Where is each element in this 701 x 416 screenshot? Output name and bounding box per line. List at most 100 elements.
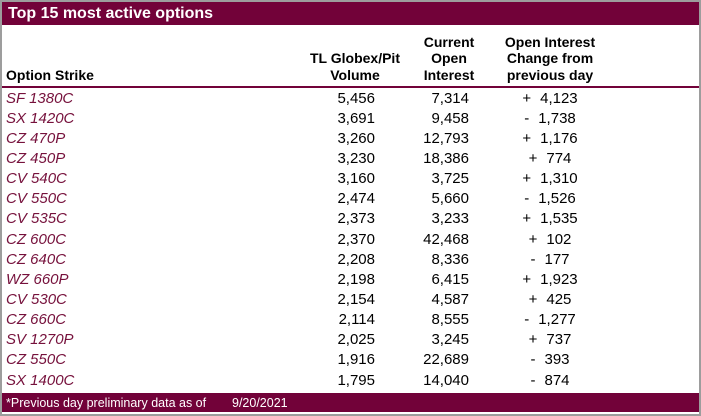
change-value: 1,738	[538, 109, 576, 127]
volume-cell: 3,260	[337, 129, 375, 147]
open-interest-cell: 14,040	[423, 371, 469, 389]
table-row: CZ 470P 3,260 12,793 + 1,176	[2, 128, 699, 148]
column-header-open-interest-line2: Open	[431, 50, 467, 66]
change-sign: -	[530, 371, 536, 389]
volume-cell: 3,691	[337, 109, 375, 127]
footnote-bar: *Previous day preliminary data as of 9/2…	[2, 393, 699, 412]
change-sign: +	[528, 290, 538, 308]
change-cell: + 4,123	[475, 90, 625, 107]
change-cell: - 874	[475, 372, 625, 389]
change-sign: -	[530, 250, 536, 268]
change-value: 102	[546, 230, 572, 248]
volume-cell: 2,198	[337, 270, 375, 288]
change-value: 874	[544, 371, 570, 389]
table-row: CV 540C 3,160 3,725 + 1,310	[2, 169, 699, 189]
change-sign: -	[524, 109, 530, 127]
open-interest-cell: 18,386	[423, 149, 469, 167]
open-interest-cell: 8,555	[431, 311, 469, 329]
open-interest-cell: 3,245	[431, 331, 469, 349]
change-cell: - 393	[475, 351, 625, 368]
column-header-volume: TL Globex/Pit Volume	[280, 50, 430, 83]
change-cell: - 1,277	[475, 311, 625, 328]
change-sign: +	[522, 170, 532, 188]
change-value: 737	[546, 331, 572, 349]
change-sign: +	[528, 230, 538, 248]
strike-cell: CZ 550C	[6, 351, 67, 369]
strike-cell: WZ 660P	[6, 270, 69, 288]
open-interest-cell: 9,458	[431, 109, 469, 127]
strike-cell: SV 1270P	[6, 331, 74, 349]
table-row: CV 535C 2,373 3,233 + 1,535	[2, 209, 699, 229]
change-value: 774	[546, 149, 572, 167]
table-row: CZ 640C 2,208 8,336 - 177	[2, 249, 699, 269]
volume-cell: 2,370	[337, 230, 375, 248]
change-cell: + 102	[475, 231, 625, 248]
change-cell: + 737	[475, 331, 625, 348]
change-cell: + 1,535	[475, 210, 625, 227]
change-sign: +	[522, 210, 532, 228]
change-cell: - 1,738	[475, 110, 625, 127]
table-title: Top 15 most active options	[8, 5, 214, 22]
table-title-bar: Top 15 most active options	[2, 2, 699, 25]
open-interest-cell: 4,587	[431, 290, 469, 308]
table-row: SF 1380C 5,456 7,314 + 4,123	[2, 88, 699, 108]
change-sign: +	[528, 149, 538, 167]
volume-cell: 2,373	[337, 210, 375, 228]
volume-cell: 3,230	[337, 149, 375, 167]
change-value: 1,176	[540, 129, 578, 147]
open-interest-cell: 22,689	[423, 351, 469, 369]
open-interest-cell: 7,314	[431, 89, 469, 107]
table-row: SV 1270P 2,025 3,245 + 737	[2, 330, 699, 350]
change-cell: + 774	[475, 150, 625, 167]
open-interest-cell: 5,660	[431, 190, 469, 208]
volume-cell: 3,160	[337, 170, 375, 188]
strike-cell: CZ 470P	[6, 129, 66, 147]
change-sign: -	[524, 311, 530, 329]
column-header-change-line1: Open Interest	[504, 33, 596, 50]
strike-cell: CV 535C	[6, 210, 67, 228]
change-cell: + 1,176	[475, 130, 625, 147]
column-header-change: Open Interest Change from previous day	[475, 34, 625, 84]
strike-cell: SX 1400C	[6, 371, 75, 389]
column-header-volume-line2: Volume	[330, 66, 380, 83]
column-header-open-interest-line3: Interest	[423, 66, 475, 83]
change-value: 1,526	[538, 190, 576, 208]
volume-cell: 2,114	[338, 311, 375, 329]
table-row: SX 1400C 1,795 14,040 - 874	[2, 370, 699, 390]
change-sign: +	[528, 331, 538, 349]
volume-cell: 1,795	[337, 371, 375, 389]
column-header-volume-line1: TL Globex/Pit	[310, 50, 400, 66]
volume-cell: 2,025	[337, 331, 375, 349]
footnote-text: *Previous day preliminary data as of	[6, 395, 207, 410]
change-sign: +	[522, 129, 532, 147]
open-interest-cell: 3,233	[431, 210, 469, 228]
strike-cell: SF 1380C	[6, 89, 74, 107]
strike-cell: CV 550C	[6, 190, 67, 208]
table-row: CZ 660C 2,114 8,555 - 1,277	[2, 310, 699, 330]
change-cell: - 177	[475, 251, 625, 268]
table-row: SX 1420C 3,691 9,458 - 1,738	[2, 108, 699, 128]
volume-cell: 5,456	[337, 89, 375, 107]
change-cell: - 1,526	[475, 190, 625, 207]
table-row: CV 550C 2,474 5,660 - 1,526	[2, 189, 699, 209]
volume-cell: 2,154	[337, 290, 375, 308]
column-header-open-interest-line1: Current	[423, 33, 475, 50]
change-sign: +	[522, 270, 532, 288]
change-sign: -	[524, 190, 530, 208]
table-row: CV 530C 2,154 4,587 + 425	[2, 289, 699, 309]
table-rows: SF 1380C 5,456 7,314 + 4,123 SX 1420C 3,…	[2, 88, 699, 390]
open-interest-cell: 3,725	[431, 170, 469, 188]
strike-cell: CZ 450P	[6, 149, 66, 167]
change-sign: +	[522, 89, 532, 107]
change-cell: + 1,310	[475, 170, 625, 187]
strike-cell: CZ 600C	[6, 230, 67, 248]
table-row: WZ 660P 2,198 6,415 + 1,923	[2, 269, 699, 289]
strike-cell: CV 530C	[6, 290, 67, 308]
change-value: 425	[546, 290, 572, 308]
table-row: CZ 600C 2,370 42,468 + 102	[2, 229, 699, 249]
column-header-open-interest: Current Open Interest	[374, 34, 524, 84]
change-value: 1,277	[538, 311, 576, 329]
strike-cell: CZ 640C	[6, 250, 67, 268]
change-value: 1,310	[540, 170, 578, 188]
strike-cell: CV 540C	[6, 170, 67, 188]
